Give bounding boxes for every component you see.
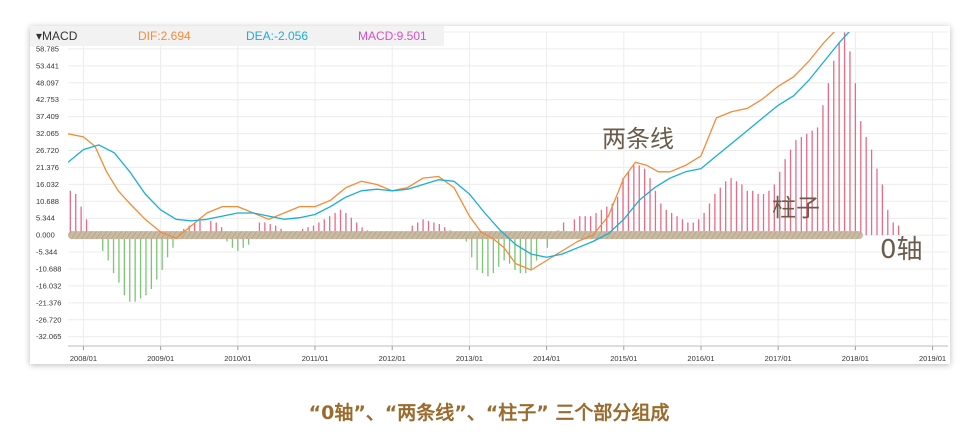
x-tick-label: 2017/01	[765, 354, 792, 363]
macd-chart: 64.12958.78553.44148.09742.75337.40932.0…	[36, 28, 948, 363]
legend-title[interactable]: ▾MACD	[36, 29, 78, 43]
macd-chart-panel: 64.12958.78553.44148.09742.75337.40932.0…	[30, 26, 950, 364]
x-tick-label: 2018/01	[842, 354, 869, 363]
x-tick-label: 2010/01	[224, 354, 251, 363]
y-tick-label: 58.785	[36, 44, 59, 53]
y-tick-label: -5.344	[36, 248, 57, 257]
y-tick-label: 26.720	[36, 146, 59, 155]
y-tick-label: -10.688	[36, 264, 61, 273]
annotation-bars: 柱子	[772, 194, 820, 222]
x-axis: 2008/01 2009/01 2010/01 2011/01 2012/01 2013/…	[68, 345, 948, 363]
x-tick-label: 2013/01	[456, 354, 483, 363]
y-tick-label: 16.032	[36, 180, 59, 189]
x-tick-label: 2019/01	[919, 354, 946, 363]
x-tick-label: 2009/01	[147, 354, 174, 363]
y-tick-label: 10.688	[36, 197, 59, 206]
macd-bars	[69, 32, 900, 302]
grid	[68, 31, 948, 346]
legend-dea: DEA:-2.056	[246, 29, 309, 43]
y-tick-label: 21.376	[36, 163, 59, 172]
zero-axis-band	[68, 231, 863, 240]
y-tick-label: -16.032	[36, 281, 61, 290]
annotation-zero-axis: 0轴	[880, 235, 923, 265]
y-tick-label: -32.065	[36, 332, 61, 341]
series-line-dea	[68, 32, 850, 258]
annotation-two-lines: 两条线	[602, 125, 674, 153]
y-tick-label: 53.441	[36, 61, 59, 70]
y-tick-label: 42.753	[36, 95, 59, 104]
caption: “0轴”、“两条线”、“柱子” 三个部分组成	[308, 402, 670, 424]
x-tick-label: 2012/01	[379, 354, 406, 363]
x-tick-label: 2014/01	[533, 354, 560, 363]
legend-title-text: MACD	[42, 29, 78, 43]
y-tick-label: -26.720	[36, 315, 61, 324]
x-tick-label: 2011/01	[302, 354, 329, 363]
y-tick-label: 5.344	[36, 214, 55, 223]
y-tick-label: 0.000	[36, 231, 55, 240]
y-tick-label: 48.097	[36, 78, 59, 87]
x-tick-label: 2008/01	[70, 354, 97, 363]
zero-axis	[68, 231, 863, 240]
y-tick-label: -21.376	[36, 298, 61, 307]
y-axis: 64.12958.78553.44148.09742.75337.40932.0…	[36, 28, 61, 342]
legend-dif: DIF:2.694	[138, 29, 191, 43]
y-tick-label: 32.065	[36, 129, 59, 138]
legend-bar: ▾MACD DIF:2.694 DEA:-2.056 MACD:9.501	[30, 26, 444, 46]
x-tick-label: 2015/01	[610, 354, 637, 363]
x-tick-label: 2016/01	[687, 354, 714, 363]
series-line-dif	[68, 32, 836, 271]
y-tick-label: 37.409	[36, 112, 59, 121]
dif-dea-lines	[68, 32, 850, 271]
legend-macd: MACD:9.501	[358, 29, 427, 43]
